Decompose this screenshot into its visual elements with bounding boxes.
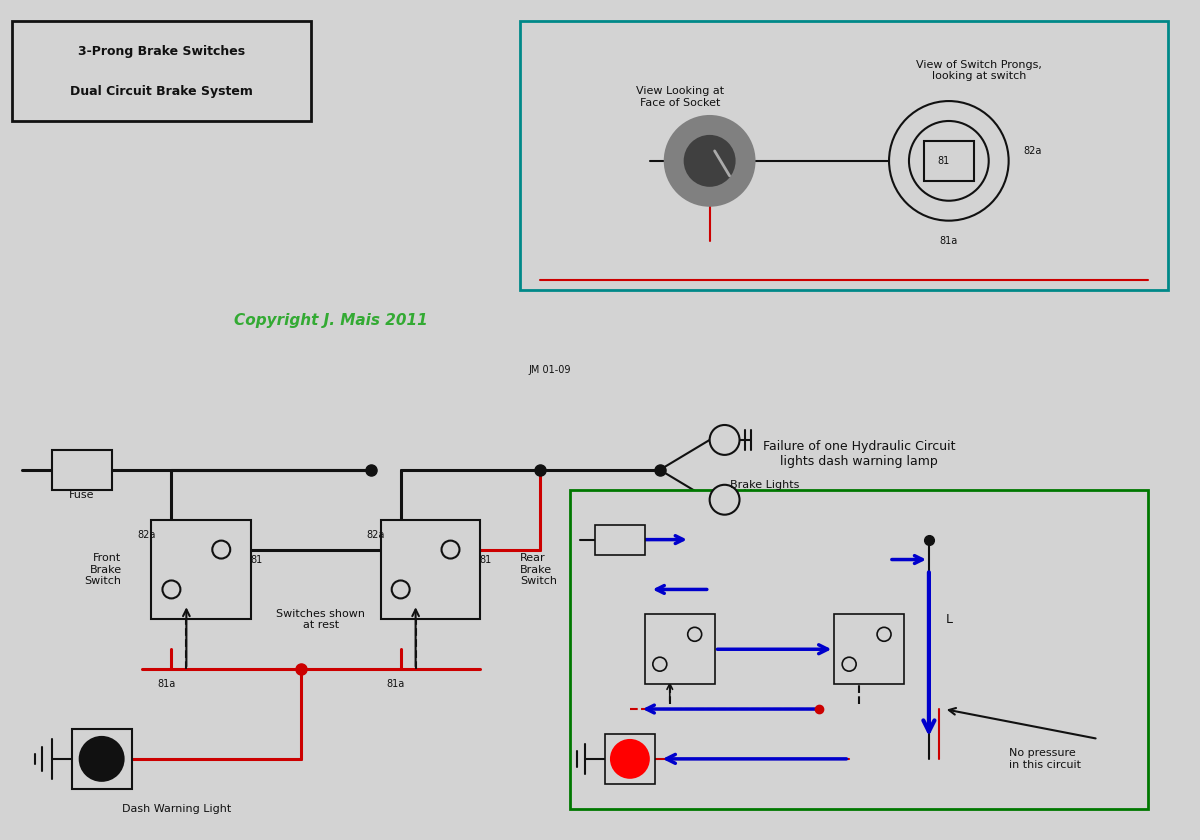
Text: 82a: 82a — [1024, 146, 1042, 156]
Circle shape — [610, 739, 650, 779]
Bar — [380, 520, 480, 619]
Circle shape — [212, 541, 230, 559]
Circle shape — [688, 627, 702, 641]
Text: 81: 81 — [937, 156, 950, 165]
Bar — [151, 520, 251, 619]
Circle shape — [79, 737, 124, 781]
Circle shape — [709, 425, 739, 455]
Circle shape — [162, 580, 180, 598]
Bar — [605, 734, 655, 784]
Text: 81: 81 — [250, 554, 263, 564]
Circle shape — [842, 657, 856, 671]
Text: L: L — [946, 613, 953, 626]
Circle shape — [653, 657, 667, 671]
Text: 81: 81 — [479, 554, 492, 564]
Text: 3-Prong Brake Switches: 3-Prong Brake Switches — [78, 45, 245, 58]
Text: 81a: 81a — [386, 679, 404, 689]
Bar — [924, 141, 973, 181]
Text: Copyright J. Mais 2011: Copyright J. Mais 2011 — [234, 312, 427, 328]
Bar — [570, 490, 1148, 809]
Text: Front
Brake
Switch: Front Brake Switch — [84, 553, 121, 586]
Text: Failure of one Hydraulic Circuit
lights dash warning lamp: Failure of one Hydraulic Circuit lights … — [763, 440, 955, 468]
Text: Brake Lights: Brake Lights — [730, 480, 799, 490]
Bar — [595, 525, 644, 554]
Circle shape — [685, 136, 734, 186]
Bar — [52, 450, 112, 490]
Bar — [12, 21, 311, 121]
Text: View of Switch Prongs,
looking at switch: View of Switch Prongs, looking at switch — [916, 60, 1042, 81]
Text: View Looking at
Face of Socket: View Looking at Face of Socket — [636, 87, 724, 108]
Circle shape — [665, 116, 755, 206]
Text: Dual Circuit Brake System: Dual Circuit Brake System — [70, 85, 253, 97]
Bar — [72, 729, 132, 789]
Text: JM 01-09: JM 01-09 — [529, 365, 571, 375]
Bar — [521, 21, 1168, 291]
Text: 82a: 82a — [366, 529, 385, 539]
Text: Rear
Brake
Switch: Rear Brake Switch — [521, 553, 557, 586]
Circle shape — [709, 485, 739, 515]
Circle shape — [391, 580, 409, 598]
Bar — [644, 614, 715, 684]
Text: No pressure
in this circuit: No pressure in this circuit — [1009, 748, 1081, 769]
Text: Dash Warning Light: Dash Warning Light — [121, 804, 230, 814]
Circle shape — [877, 627, 892, 641]
Text: Fuse: Fuse — [68, 490, 95, 500]
Circle shape — [442, 541, 460, 559]
Text: 81a: 81a — [157, 679, 175, 689]
Text: 81a: 81a — [940, 235, 958, 245]
Text: 82a: 82a — [137, 529, 156, 539]
Circle shape — [889, 101, 1009, 221]
Bar — [834, 614, 904, 684]
Circle shape — [908, 121, 989, 201]
Text: Switches shown
at rest: Switches shown at rest — [276, 608, 366, 630]
